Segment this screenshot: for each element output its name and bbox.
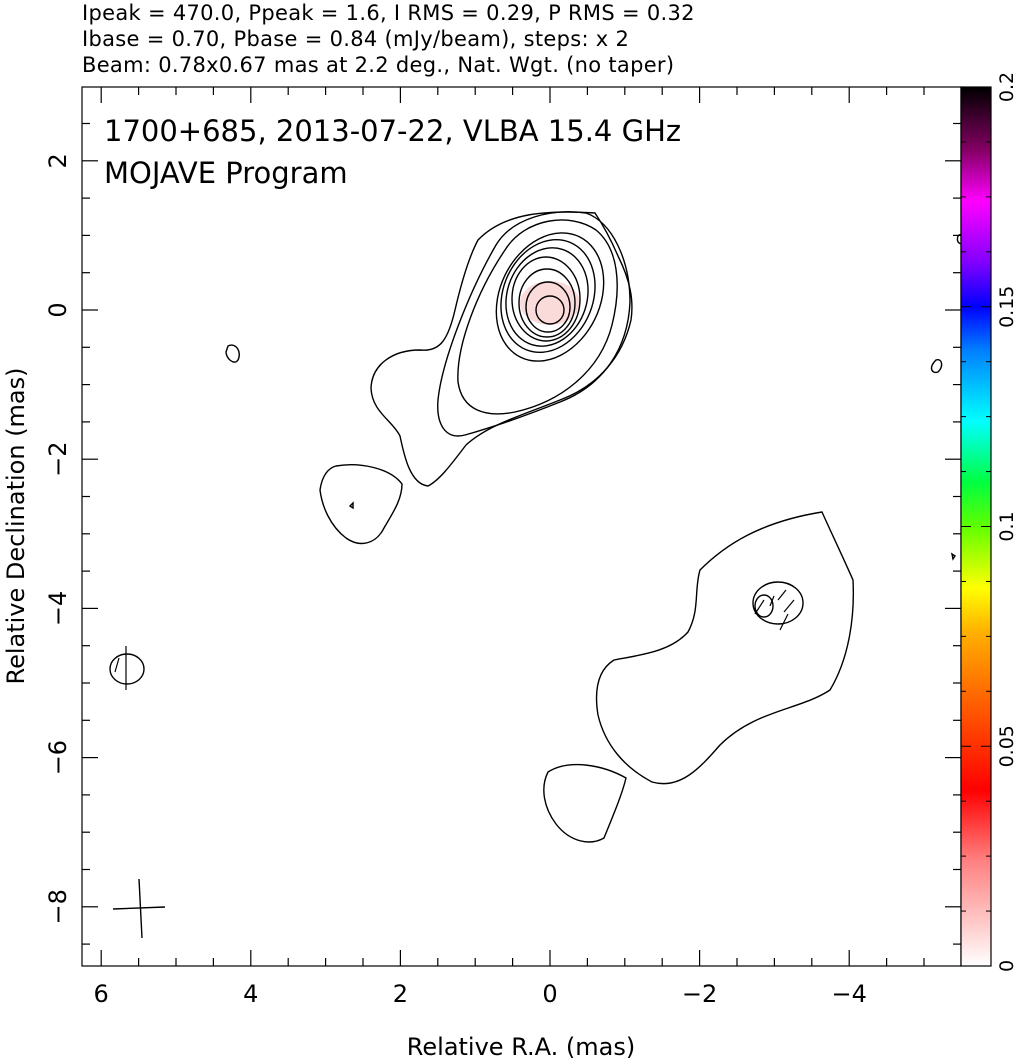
beam-cross bbox=[112, 878, 166, 939]
map-title: 1700+685, 2013-07-22, VLBA 15.4 GHz bbox=[104, 114, 681, 148]
y-tick-label: −6 bbox=[44, 740, 72, 775]
x-tick-label: 2 bbox=[393, 980, 408, 1008]
header-line-peak: Ipeak = 470.0, Ppeak = 1.6, I RMS = 0.29… bbox=[82, 1, 695, 25]
jet-knot-inner-contour bbox=[754, 594, 774, 618]
y-tick-label: −4 bbox=[44, 591, 72, 626]
header-line-base: Ibase = 0.70, Pbase = 0.84 (mJy/beam), s… bbox=[82, 27, 630, 51]
colorbar-tick-label: 0.2 bbox=[996, 72, 1018, 102]
colorbar-ticks: 0 0.05 0.1 0.15 0.2 bbox=[961, 72, 1018, 972]
contour-level-1 bbox=[370, 211, 633, 487]
evpa-ticks bbox=[114, 589, 795, 690]
contour-level-6 bbox=[505, 247, 589, 347]
y-tick-label: −8 bbox=[44, 889, 72, 924]
west-small-contour bbox=[930, 359, 943, 374]
west-edge-contour bbox=[956, 233, 961, 245]
jet-knot-contour bbox=[752, 581, 804, 625]
southeast-blob-peak bbox=[348, 501, 354, 510]
map-subtitle: MOJAVE Program bbox=[104, 156, 348, 190]
southeast-blob-contour bbox=[319, 464, 403, 545]
colorbar-tick-label: 0.1 bbox=[996, 511, 1018, 541]
contour-level-3 bbox=[457, 219, 618, 415]
east-isolated-contour bbox=[109, 653, 145, 685]
core-contours bbox=[370, 211, 633, 487]
y-axis-label: Relative Declination (mas) bbox=[2, 367, 30, 684]
x-axis-label: Relative R.A. (mas) bbox=[407, 1033, 635, 1061]
x-tick-label: −4 bbox=[832, 980, 867, 1008]
y-tick-label: 2 bbox=[44, 153, 72, 168]
colorbar-tick-label: 0 bbox=[996, 960, 1018, 972]
y-tick-label: 0 bbox=[44, 302, 72, 317]
map-header: Ipeak = 470.0, Ppeak = 1.6, I RMS = 0.29… bbox=[82, 0, 982, 78]
y-tick-label: −2 bbox=[44, 442, 72, 477]
x-axis-ticks: 6 4 2 0 −2 −4 bbox=[94, 87, 925, 1008]
header-line-beam: Beam: 0.78x0.67 mas at 2.2 deg., Nat. Wg… bbox=[82, 53, 675, 77]
west-dot-contour bbox=[950, 552, 956, 561]
east-small-contour bbox=[225, 344, 240, 363]
contour-level-4 bbox=[495, 232, 605, 362]
contour-level-10 bbox=[535, 295, 565, 325]
southern-fragment-contour bbox=[543, 763, 627, 843]
x-tick-label: 6 bbox=[94, 980, 109, 1008]
contour-level-8 bbox=[518, 268, 576, 338]
contour-level-9 bbox=[525, 281, 571, 333]
colorbar-tick-label: 0.15 bbox=[996, 286, 1018, 328]
contour-level-7 bbox=[511, 256, 581, 342]
x-tick-label: 0 bbox=[542, 980, 557, 1008]
contour-level-5 bbox=[500, 238, 596, 354]
y-axis-ticks: 2 0 −2 −4 −6 −8 bbox=[44, 122, 961, 945]
southern-jet-lobe-contour bbox=[595, 511, 855, 785]
x-tick-label: 4 bbox=[243, 980, 258, 1008]
x-tick-label: −2 bbox=[682, 980, 717, 1008]
colorbar-tick-label: 0.05 bbox=[996, 725, 1018, 767]
